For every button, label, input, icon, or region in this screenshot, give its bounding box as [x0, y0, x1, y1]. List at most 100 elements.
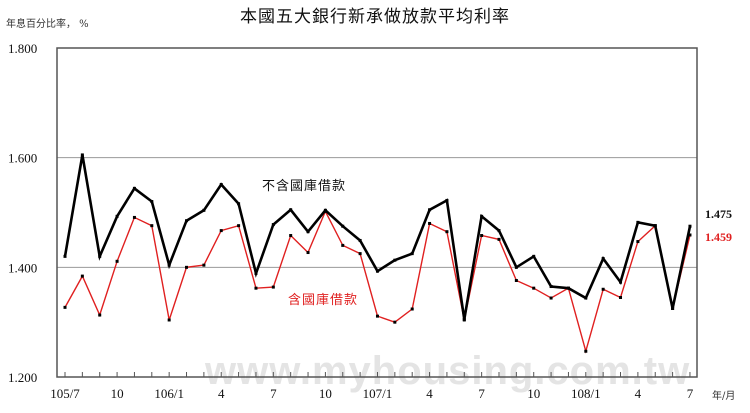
data-point — [393, 320, 397, 324]
data-point — [428, 208, 432, 212]
data-point — [185, 265, 189, 269]
data-point — [497, 237, 501, 241]
x-tick-label: 105/7 — [50, 386, 80, 401]
x-tick-label: 7 — [478, 386, 485, 401]
data-point — [341, 243, 345, 247]
chart-title: 本國五大銀行新承做放款平均利率 — [240, 7, 510, 27]
data-point — [98, 254, 102, 258]
annotation-without-treasury: 不含國庫借款 — [262, 178, 346, 194]
data-point — [688, 233, 692, 237]
data-point — [341, 224, 345, 228]
x-tick-label: 4 — [635, 386, 642, 401]
data-point — [306, 230, 310, 234]
data-point — [237, 224, 241, 228]
data-point — [185, 219, 189, 223]
series-line — [64, 209, 691, 354]
data-point — [549, 285, 553, 289]
data-point — [306, 251, 310, 255]
data-point — [358, 252, 362, 256]
data-point — [132, 215, 136, 219]
data-point — [63, 305, 67, 309]
data-point — [393, 258, 397, 262]
data-point — [410, 252, 414, 256]
data-point — [653, 224, 657, 228]
gridlines — [57, 157, 697, 268]
y-tick-label: 1.600 — [8, 151, 37, 166]
data-point — [619, 295, 623, 299]
data-point — [410, 307, 414, 311]
annotation-with-treasury: 含國庫借款 — [288, 292, 358, 308]
data-point — [358, 238, 362, 242]
data-point — [219, 229, 223, 233]
y-tick-label: 1.800 — [8, 41, 37, 56]
data-point — [132, 186, 136, 190]
data-point — [619, 280, 623, 284]
data-point — [167, 318, 171, 322]
data-point — [289, 234, 293, 238]
data-point — [98, 313, 102, 317]
data-point — [289, 208, 293, 212]
data-point — [601, 257, 605, 261]
x-axis-unit: 年/月 — [712, 389, 735, 402]
data-point — [202, 208, 206, 212]
data-point — [428, 221, 432, 225]
y-tick-label: 1.200 — [8, 370, 37, 385]
data-point — [254, 271, 258, 275]
data-point — [150, 224, 154, 228]
data-point — [237, 202, 241, 206]
data-point — [150, 200, 154, 204]
data-point — [601, 287, 605, 291]
data-point — [115, 259, 119, 263]
x-tick-label: 10 — [319, 386, 332, 401]
y-axis-ticks: 1.800 1.600 1.400 1.200 — [8, 41, 37, 385]
data-point — [219, 183, 223, 187]
data-point — [462, 317, 466, 321]
data-point — [80, 274, 84, 278]
data-point — [584, 349, 588, 353]
x-tick-label: 4 — [218, 386, 225, 401]
data-point — [167, 263, 171, 267]
data-point — [202, 263, 206, 267]
data-point — [271, 223, 275, 227]
series-with-treasury-loans — [63, 209, 692, 354]
x-tick-label: 4 — [426, 386, 433, 401]
x-tick-label: 10 — [527, 386, 540, 401]
data-point — [688, 224, 692, 228]
series-line — [63, 154, 692, 320]
data-point — [63, 254, 67, 258]
data-point — [254, 286, 258, 290]
data-point — [375, 269, 379, 273]
watermark: www.myhousing.com.tw — [204, 349, 690, 393]
data-point — [584, 296, 588, 300]
data-point — [636, 220, 640, 224]
data-point — [271, 285, 275, 289]
data-point — [445, 198, 449, 202]
data-point — [80, 153, 84, 157]
end-value-black: 1.475 — [705, 207, 732, 221]
data-point — [671, 306, 675, 310]
x-tick-label: 106/1 — [154, 386, 184, 401]
data-point — [549, 296, 553, 300]
data-point — [636, 240, 640, 244]
x-tick-label: 107/1 — [363, 386, 393, 401]
data-point — [480, 214, 484, 218]
data-point — [480, 234, 484, 238]
data-point — [532, 254, 536, 258]
plot-frame — [56, 47, 698, 378]
data-point — [514, 278, 518, 282]
data-point — [445, 230, 449, 234]
x-tick-label: 7 — [270, 386, 277, 401]
data-point — [375, 314, 379, 318]
data-point — [532, 286, 536, 290]
data-point — [566, 286, 570, 290]
data-point — [323, 208, 327, 212]
x-axis-ticks: 105/7 10 106/1 4 7 10 107/1 4 7 10 108/1 4 7 — [50, 372, 694, 401]
watermark-text: www.myhousing.com.tw — [204, 349, 690, 393]
x-tick-label: 7 — [687, 386, 694, 401]
data-point — [497, 229, 501, 233]
x-tick-label: 10 — [111, 386, 124, 401]
y-axis-unit: 年息百分比率， % — [6, 17, 89, 30]
series-without-treasury-loans — [63, 153, 692, 321]
y-tick-label: 1.400 — [8, 260, 37, 275]
